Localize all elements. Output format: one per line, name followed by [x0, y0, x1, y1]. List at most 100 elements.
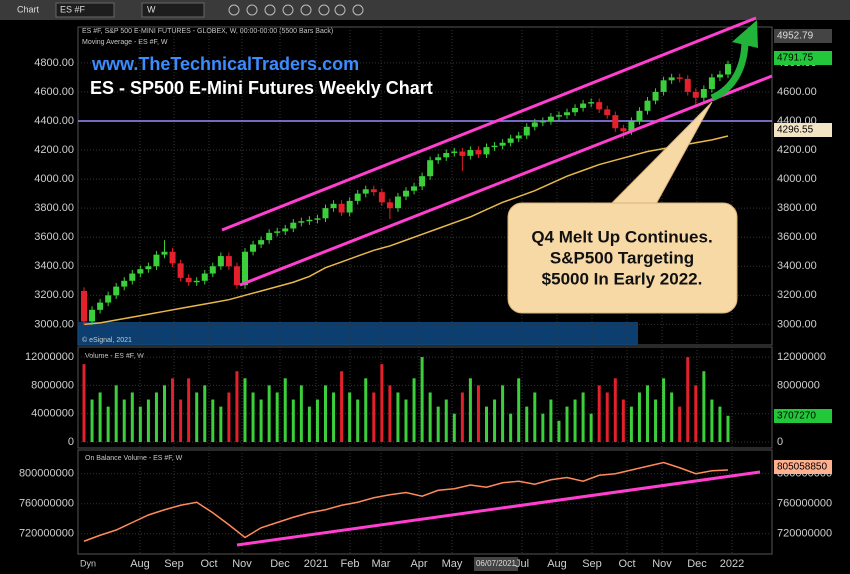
- candle-body: [676, 77, 683, 79]
- candle-body: [636, 110, 643, 121]
- candle-body: [475, 150, 482, 155]
- x-tick-label: Jul: [515, 558, 529, 570]
- x-tick-label: May: [442, 558, 463, 570]
- cursor-date-box: [474, 557, 518, 571]
- volume-bar: [171, 378, 175, 442]
- volume-bar: [581, 392, 585, 442]
- toolbar-icons[interactable]: [228, 4, 364, 16]
- value-tag-text: 805058850: [777, 462, 827, 473]
- candle-body: [612, 115, 619, 129]
- candle-body: [105, 295, 112, 303]
- volume-bar: [243, 378, 247, 442]
- y-tick-label: 720000000: [19, 528, 74, 540]
- volume-bar: [549, 399, 553, 442]
- candle-body: [660, 80, 667, 92]
- volume-bar: [122, 399, 126, 442]
- interval-box[interactable]: [141, 2, 205, 18]
- candle-body: [451, 151, 458, 153]
- ma-header: Moving Average - ES #F, W: [82, 39, 168, 46]
- candle-body: [564, 112, 570, 116]
- volume-bar: [565, 406, 569, 442]
- y-tick-label: 3400.00: [34, 260, 74, 272]
- candle-body: [588, 102, 595, 104]
- volume-bar: [678, 406, 682, 442]
- toolbar: [0, 0, 850, 20]
- candle-body: [700, 89, 707, 98]
- volume-bar: [106, 406, 110, 442]
- y-tick-label: 4800.00: [34, 57, 74, 69]
- volume-bar: [557, 420, 561, 442]
- cursor-date: 06/07/2021: [476, 559, 517, 568]
- y-tick-label: 3800.00: [34, 202, 74, 214]
- volume-bar: [380, 364, 384, 442]
- volume-bar: [629, 406, 633, 442]
- candle-body: [547, 116, 554, 121]
- candle-body: [491, 145, 498, 148]
- candle-body: [427, 160, 434, 177]
- volume-bar: [90, 399, 94, 442]
- x-tick-label: Dec: [270, 558, 290, 570]
- candle-body: [177, 263, 184, 278]
- lower-channel: [239, 74, 773, 287]
- obv-trendline: [236, 470, 761, 547]
- interval[interactable]: W: [147, 4, 156, 14]
- candle-body: [145, 266, 152, 270]
- volume-bar: [114, 385, 118, 442]
- green-arrow: [710, 39, 749, 102]
- y-tick-label-right: 3400.00: [777, 260, 817, 272]
- symbol[interactable]: ES #F: [60, 4, 86, 14]
- x-tick-label: Nov: [652, 558, 672, 570]
- candle-body: [209, 266, 216, 274]
- candle-body: [604, 109, 611, 116]
- x-tick-label: Feb: [341, 558, 360, 570]
- x-tick-label: Oct: [618, 558, 635, 570]
- candle-body: [652, 91, 659, 101]
- x-tick-label: 2022: [720, 558, 744, 570]
- callout-line: $5000 In Early 2022.: [542, 269, 703, 288]
- volume-bar: [203, 385, 207, 442]
- volume-bar: [501, 385, 505, 442]
- volume-bar: [613, 378, 617, 442]
- volume-bar: [517, 378, 521, 442]
- symbol-box[interactable]: [55, 2, 115, 18]
- volume-header: Volume - ES #F, W: [85, 353, 144, 360]
- volume-bar: [267, 385, 271, 442]
- tab[interactable]: Chart: [17, 4, 40, 14]
- volume-bar: [235, 371, 239, 442]
- candle-body: [692, 91, 699, 98]
- y-tick-label-right: 4600.00: [777, 86, 817, 98]
- y-tick-label-right: 3200.00: [777, 289, 817, 301]
- candle-body: [708, 77, 715, 90]
- callout: [507, 202, 738, 314]
- overlay-title: ES - SP500 E-Mini Futures Weekly Chart: [90, 78, 433, 98]
- candle-body: [435, 157, 442, 161]
- y-tick-label: 4200.00: [34, 144, 74, 156]
- candle-body: [628, 120, 635, 132]
- volume-bar: [291, 399, 295, 442]
- candle-body: [225, 256, 232, 267]
- candle-body: [89, 309, 96, 322]
- volume-bar: [372, 392, 376, 442]
- volume-bar: [154, 392, 158, 442]
- candle-body: [201, 273, 208, 281]
- volume-bar: [324, 385, 327, 442]
- candle-body: [644, 100, 651, 111]
- x-tick-label: Nov: [232, 558, 252, 570]
- value-tag-text: 4296.55: [777, 125, 814, 136]
- volume-bar: [179, 399, 183, 442]
- candle-body: [330, 203, 337, 209]
- candle-body: [193, 280, 200, 283]
- volume-bar: [98, 392, 102, 442]
- volume-bar: [452, 413, 456, 442]
- time-scroller[interactable]: [78, 322, 638, 345]
- candle-body: [394, 196, 401, 209]
- candle-body: [153, 254, 160, 267]
- candle-body: [459, 151, 466, 156]
- volume-bar: [702, 371, 706, 442]
- volume-bar: [509, 413, 513, 442]
- candle-body: [620, 128, 627, 132]
- volume-bar: [428, 392, 432, 442]
- candle-body: [250, 244, 257, 252]
- volume-bar: [541, 413, 545, 442]
